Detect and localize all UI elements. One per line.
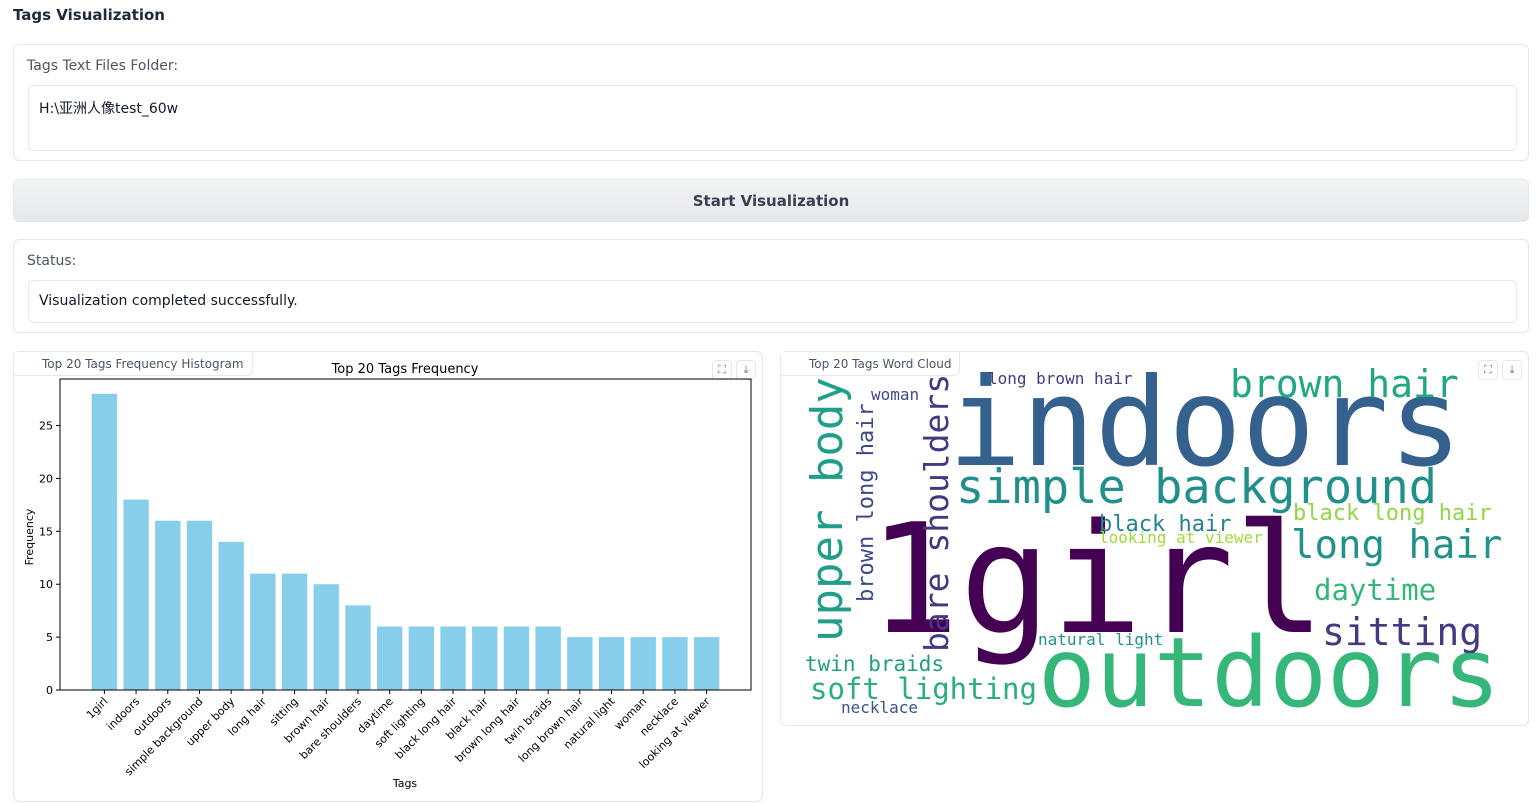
start-button[interactable]: Start Visualization — [13, 179, 1529, 222]
download-button[interactable]: ⤓ — [736, 360, 756, 380]
status-block: Status: Visualization completed successf… — [13, 239, 1529, 333]
wordcloud-tab: Top 20 Tags Word Cloud — [781, 352, 961, 376]
histogram-tab: Top 20 Tags Frequency Histogram — [14, 352, 253, 376]
wordcloud-panel: Top 20 Tags Word Cloud ⛶ ⤓ — [780, 351, 1529, 726]
histogram-panel: Top 20 Tags Frequency Histogram ⛶ ⤓ — [13, 351, 763, 802]
status-label: Status: — [27, 253, 77, 269]
status-output: Visualization completed successfully. — [28, 280, 1517, 323]
download-button[interactable]: ⤓ — [1502, 360, 1522, 380]
folder-label: Tags Text Files Folder: — [27, 58, 179, 74]
folder-input[interactable]: H:\亚洲人像test_60w — [28, 85, 1517, 151]
page-title: Tags Visualization — [13, 6, 165, 24]
fullscreen-button[interactable]: ⛶ — [712, 360, 732, 380]
fullscreen-button[interactable]: ⛶ — [1478, 360, 1498, 380]
folder-block: Tags Text Files Folder: H:\亚洲人像test_60w — [13, 44, 1529, 161]
